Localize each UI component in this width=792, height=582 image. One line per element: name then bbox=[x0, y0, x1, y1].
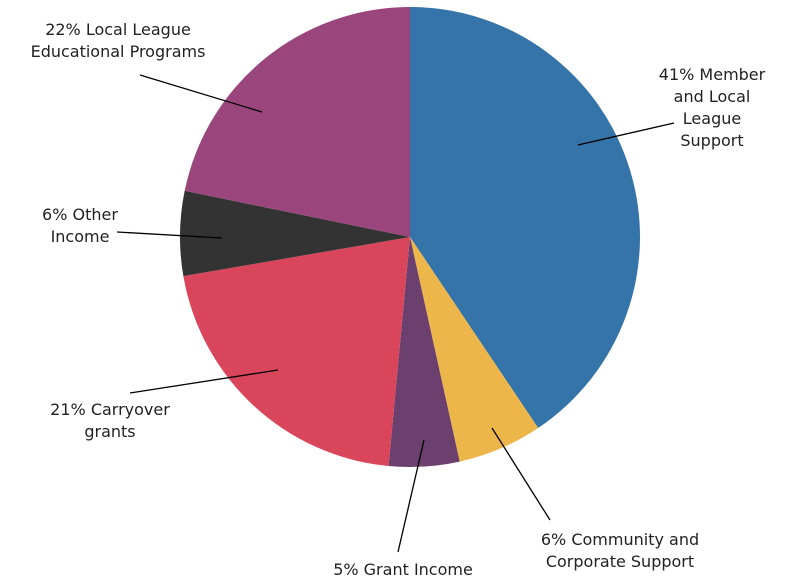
slice-label-line: 6% Other bbox=[42, 205, 118, 224]
leader-line-5 bbox=[139, 74, 263, 113]
slice-labels: 41% Member and Local League Support 6% Commu… bbox=[31, 20, 766, 579]
leader-lines bbox=[116, 74, 675, 553]
slice-label-1: 6% Community and Corporate Support bbox=[541, 530, 699, 571]
pie-slice-5 bbox=[184, 7, 410, 237]
slice-label-line: 21% Carryover bbox=[50, 400, 170, 419]
slice-label-line: League bbox=[683, 109, 741, 128]
slice-label-line: Corporate Support bbox=[546, 552, 694, 571]
pie-slice-0 bbox=[410, 7, 640, 428]
pie-slice-3 bbox=[183, 237, 410, 466]
pie-slice-1 bbox=[410, 237, 539, 462]
slice-label-line: Educational Programs bbox=[31, 42, 206, 61]
leader-line-3 bbox=[129, 369, 279, 394]
slice-label-line: 6% Community and bbox=[541, 530, 699, 549]
leader-line-1 bbox=[491, 427, 551, 521]
slice-label-line: grants bbox=[84, 422, 135, 441]
slice-label-3: 21% Carryover grants bbox=[50, 400, 170, 441]
slice-label-0: 41% Member and Local League Support bbox=[659, 65, 766, 150]
pie-slices bbox=[179, 7, 640, 468]
slice-label-line: Income bbox=[51, 227, 110, 246]
leader-line-2 bbox=[397, 439, 425, 553]
slice-label-4: 6% Other Income bbox=[42, 205, 118, 246]
slice-label-line: 22% Local League bbox=[45, 20, 191, 39]
slice-label-line: 5% Grant Income bbox=[333, 560, 473, 579]
slice-label-2: 5% Grant Income bbox=[333, 560, 473, 579]
slice-label-line: Support bbox=[680, 131, 743, 150]
leader-line-4 bbox=[116, 231, 223, 239]
pie-slice-2 bbox=[388, 237, 460, 468]
leader-line-0 bbox=[577, 122, 675, 146]
slice-label-line: and Local bbox=[674, 87, 751, 106]
slice-label-5: 22% Local League Educational Programs bbox=[31, 20, 206, 61]
slice-label-line: 41% Member bbox=[659, 65, 766, 84]
pie-slice-4 bbox=[179, 190, 410, 277]
